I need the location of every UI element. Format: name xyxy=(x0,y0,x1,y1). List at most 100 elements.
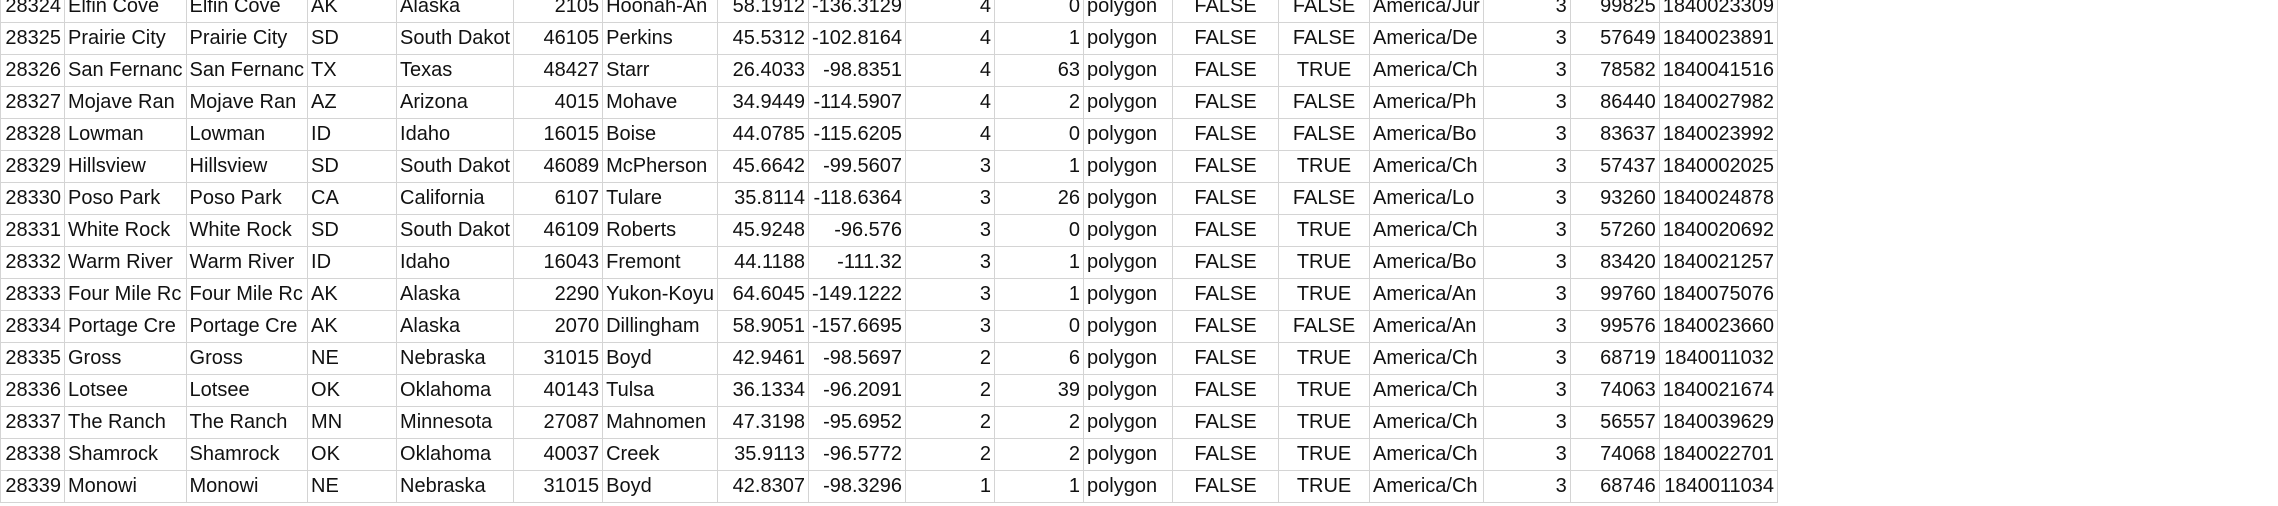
county-name-cell[interactable]: Mahnomen xyxy=(602,406,718,439)
lat-cell[interactable]: 44.1188 xyxy=(716,246,809,279)
ranking-cell[interactable]: 3 xyxy=(1482,0,1571,23)
state-id-cell[interactable]: ID xyxy=(307,246,398,279)
table-row[interactable]: 28334 Portage Cre Portage Cre AK Alaska 2070 D… xyxy=(0,310,1778,343)
id-cell[interactable]: 1840011032 xyxy=(1658,342,1778,375)
zips-cell[interactable]: 86440 xyxy=(1569,86,1660,119)
id-cell[interactable]: 1840011034 xyxy=(1658,470,1778,503)
source-cell[interactable]: polygon xyxy=(1083,0,1174,23)
military-cell[interactable]: FALSE xyxy=(1172,470,1280,503)
id-cell[interactable]: 1840023309 xyxy=(1658,0,1778,23)
state-id-cell[interactable]: TX xyxy=(307,54,398,87)
zips-cell[interactable]: 78582 xyxy=(1569,54,1660,87)
source-cell[interactable]: polygon xyxy=(1083,278,1174,311)
city-cell[interactable]: White Rock xyxy=(64,214,187,247)
population-cell[interactable]: 3 xyxy=(905,246,996,279)
military-cell[interactable]: FALSE xyxy=(1172,86,1280,119)
state-id-cell[interactable]: AK xyxy=(307,310,398,343)
density-cell[interactable]: 1 xyxy=(994,278,1085,311)
lng-cell[interactable]: -99.5607 xyxy=(807,150,907,183)
incorporated-cell[interactable]: TRUE xyxy=(1278,150,1371,183)
table-row[interactable]: 28336 Lotsee Lotsee OK Oklahoma 40143 Tulsa 36.… xyxy=(0,374,1778,407)
zips-cell[interactable]: 57260 xyxy=(1569,214,1660,247)
military-cell[interactable]: FALSE xyxy=(1172,214,1280,247)
county-fips-cell[interactable]: 27087 xyxy=(513,406,604,439)
incorporated-cell[interactable]: TRUE xyxy=(1278,406,1371,439)
incorporated-cell[interactable]: FALSE xyxy=(1278,0,1371,23)
zips-cell[interactable]: 93260 xyxy=(1569,182,1660,215)
timezone-cell[interactable]: America/An xyxy=(1369,310,1484,343)
density-cell[interactable]: 1 xyxy=(994,246,1085,279)
lat-cell[interactable]: 42.8307 xyxy=(716,470,809,503)
ranking-cell[interactable]: 3 xyxy=(1482,278,1571,311)
city-cell[interactable]: Elfin Cove xyxy=(64,0,187,23)
source-cell[interactable]: polygon xyxy=(1083,182,1174,215)
row-id-cell[interactable]: 28336 xyxy=(0,374,65,407)
population-cell[interactable]: 3 xyxy=(905,214,996,247)
table-row[interactable]: 28325 Prairie City Prairie City SD South Dak… xyxy=(0,22,1778,55)
population-cell[interactable]: 4 xyxy=(905,86,996,119)
population-cell[interactable]: 4 xyxy=(905,118,996,151)
timezone-cell[interactable]: America/Lo xyxy=(1369,182,1484,215)
city-cell[interactable]: Shamrock xyxy=(64,438,187,471)
ranking-cell[interactable]: 3 xyxy=(1482,150,1571,183)
row-id-cell[interactable]: 28331 xyxy=(0,214,65,247)
table-row[interactable]: 28330 Poso Park Poso Park CA California 6107 T… xyxy=(0,182,1778,215)
ranking-cell[interactable]: 3 xyxy=(1482,406,1571,439)
population-cell[interactable]: 1 xyxy=(905,470,996,503)
row-id-cell[interactable]: 28326 xyxy=(0,54,65,87)
county-name-cell[interactable]: Dillingham xyxy=(602,310,718,343)
state-id-cell[interactable]: AK xyxy=(307,0,398,23)
city-ascii-cell[interactable]: Warm River xyxy=(185,246,309,279)
row-id-cell[interactable]: 28339 xyxy=(0,470,65,503)
id-cell[interactable]: 1840023891 xyxy=(1658,22,1778,55)
timezone-cell[interactable]: America/De xyxy=(1369,22,1484,55)
table-row[interactable]: 28337 The Ranch The Ranch MN Minnesota 27087 M… xyxy=(0,406,1778,439)
row-id-cell[interactable]: 28329 xyxy=(0,150,65,183)
lat-cell[interactable]: 35.9113 xyxy=(716,438,809,471)
lng-cell[interactable]: -115.6205 xyxy=(807,118,907,151)
military-cell[interactable]: FALSE xyxy=(1172,182,1280,215)
id-cell[interactable]: 1840024878 xyxy=(1658,182,1778,215)
id-cell[interactable]: 1840020692 xyxy=(1658,214,1778,247)
zips-cell[interactable]: 57649 xyxy=(1569,22,1660,55)
city-ascii-cell[interactable]: Lotsee xyxy=(185,374,309,407)
density-cell[interactable]: 1 xyxy=(994,470,1085,503)
lat-cell[interactable]: 26.4033 xyxy=(716,54,809,87)
military-cell[interactable]: FALSE xyxy=(1172,118,1280,151)
military-cell[interactable]: FALSE xyxy=(1172,278,1280,311)
military-cell[interactable]: FALSE xyxy=(1172,406,1280,439)
table-row[interactable]: 28331 White Rock White Rock SD South Dakot 46… xyxy=(0,214,1778,247)
ranking-cell[interactable]: 3 xyxy=(1482,374,1571,407)
state-name-cell[interactable]: California xyxy=(396,182,515,215)
zips-cell[interactable]: 68719 xyxy=(1569,342,1660,375)
row-id-cell[interactable]: 28328 xyxy=(0,118,65,151)
ranking-cell[interactable]: 3 xyxy=(1482,310,1571,343)
zips-cell[interactable]: 68746 xyxy=(1569,470,1660,503)
table-row[interactable]: 28338 Shamrock Shamrock OK Oklahoma 40037 Cree… xyxy=(0,438,1778,471)
id-cell[interactable]: 1840002025 xyxy=(1658,150,1778,183)
state-id-cell[interactable]: MN xyxy=(307,406,398,439)
city-ascii-cell[interactable]: Shamrock xyxy=(185,438,309,471)
county-fips-cell[interactable]: 40143 xyxy=(513,374,604,407)
source-cell[interactable]: polygon xyxy=(1083,86,1174,119)
population-cell[interactable]: 3 xyxy=(905,150,996,183)
state-id-cell[interactable]: SD xyxy=(307,150,398,183)
county-name-cell[interactable]: Creek xyxy=(602,438,718,471)
county-name-cell[interactable]: Mohave xyxy=(602,86,718,119)
military-cell[interactable]: FALSE xyxy=(1172,246,1280,279)
city-cell[interactable]: Lowman xyxy=(64,118,187,151)
city-ascii-cell[interactable]: Mojave Ran xyxy=(185,86,309,119)
county-name-cell[interactable]: McPherson xyxy=(602,150,718,183)
density-cell[interactable]: 0 xyxy=(994,214,1085,247)
ranking-cell[interactable]: 3 xyxy=(1482,246,1571,279)
source-cell[interactable]: polygon xyxy=(1083,246,1174,279)
population-cell[interactable]: 4 xyxy=(905,22,996,55)
incorporated-cell[interactable]: FALSE xyxy=(1278,22,1371,55)
incorporated-cell[interactable]: TRUE xyxy=(1278,342,1371,375)
population-cell[interactable]: 3 xyxy=(905,278,996,311)
density-cell[interactable]: 0 xyxy=(994,310,1085,343)
incorporated-cell[interactable]: TRUE xyxy=(1278,54,1371,87)
lng-cell[interactable]: -149.1222 xyxy=(807,278,907,311)
state-id-cell[interactable]: OK xyxy=(307,374,398,407)
incorporated-cell[interactable]: FALSE xyxy=(1278,182,1371,215)
